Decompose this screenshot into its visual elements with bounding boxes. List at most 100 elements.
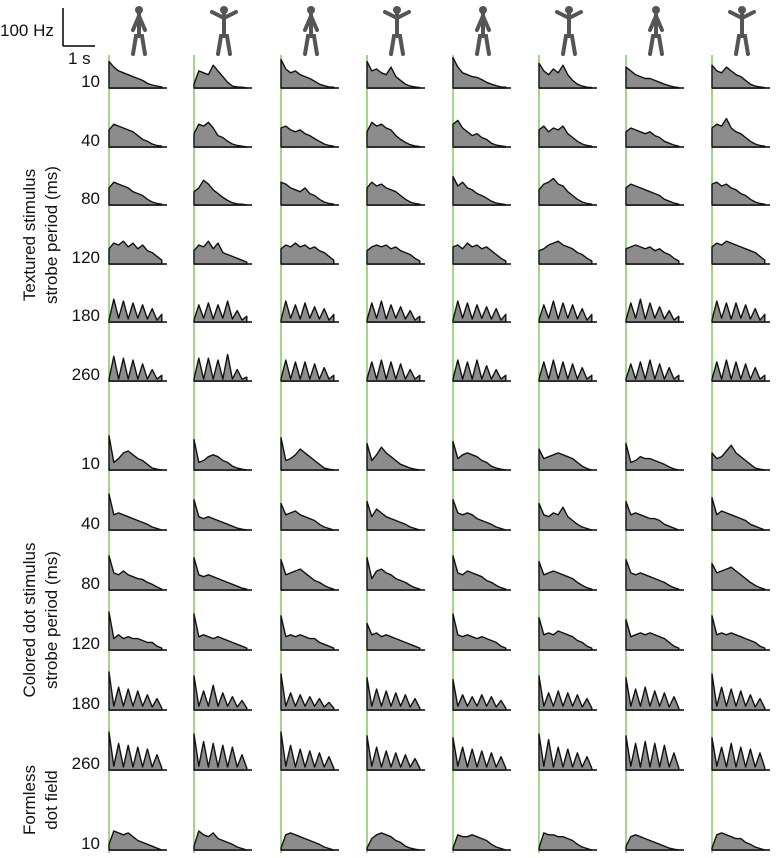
psth bbox=[711, 300, 766, 323]
psth bbox=[711, 615, 766, 651]
row-label: 80 bbox=[81, 189, 100, 208]
psth bbox=[711, 832, 766, 851]
psth bbox=[711, 562, 766, 591]
icon-body bbox=[728, 10, 756, 56]
psth bbox=[108, 671, 163, 711]
row-label: 260 bbox=[72, 365, 100, 384]
psth bbox=[108, 830, 163, 851]
psth bbox=[193, 438, 248, 471]
psth bbox=[280, 242, 335, 265]
psth bbox=[452, 300, 507, 323]
psth bbox=[538, 62, 593, 89]
psth bbox=[452, 834, 507, 851]
body-icon bbox=[131, 6, 147, 56]
psth bbox=[452, 737, 507, 771]
psth bbox=[366, 557, 421, 591]
psth bbox=[108, 731, 163, 771]
row-label: 180 bbox=[72, 694, 100, 713]
psth bbox=[108, 493, 163, 531]
psth bbox=[452, 555, 507, 591]
psth bbox=[625, 500, 680, 531]
psth bbox=[711, 673, 766, 711]
psth bbox=[108, 555, 163, 591]
group-title: strobe period (ms) bbox=[42, 551, 61, 689]
psth bbox=[538, 240, 593, 265]
body-icon bbox=[210, 6, 238, 56]
psth bbox=[280, 359, 335, 382]
psth bbox=[193, 353, 248, 382]
row-label: 180 bbox=[72, 306, 100, 325]
scale-y-label: 100 Hz bbox=[0, 21, 54, 40]
psth bbox=[366, 121, 421, 148]
psth bbox=[108, 298, 163, 323]
row-label: 40 bbox=[81, 514, 100, 533]
icon-body bbox=[303, 10, 319, 56]
psth bbox=[711, 181, 766, 206]
psth bbox=[193, 121, 248, 148]
psth bbox=[625, 618, 680, 651]
icon-head bbox=[393, 6, 401, 14]
body-icon bbox=[303, 6, 319, 56]
psth bbox=[452, 613, 507, 651]
psth bbox=[108, 435, 163, 471]
psth bbox=[280, 832, 335, 851]
psth bbox=[538, 359, 593, 382]
psth bbox=[625, 834, 680, 851]
psth bbox=[280, 58, 335, 89]
psth bbox=[538, 560, 593, 591]
body-icon bbox=[383, 6, 411, 56]
psth bbox=[108, 355, 163, 382]
row-label: 40 bbox=[81, 131, 100, 150]
psth bbox=[452, 242, 507, 265]
psth bbox=[193, 64, 248, 89]
icon-head bbox=[652, 6, 660, 14]
icon-body bbox=[131, 10, 147, 56]
row-label: 120 bbox=[72, 634, 100, 653]
icon-body bbox=[475, 10, 491, 56]
psth bbox=[366, 622, 421, 651]
psth bbox=[108, 123, 163, 148]
group-title: dot field bbox=[42, 770, 61, 830]
psth bbox=[452, 359, 507, 382]
group-title: Textured stimulus bbox=[20, 169, 39, 301]
group-title: strobe period (ms) bbox=[42, 166, 61, 304]
psth bbox=[193, 613, 248, 651]
psth bbox=[625, 66, 680, 89]
psth bbox=[108, 181, 163, 206]
icon-head bbox=[738, 6, 746, 14]
psth bbox=[280, 437, 335, 471]
psth bbox=[280, 558, 335, 591]
icon-head bbox=[220, 6, 228, 14]
psth bbox=[193, 498, 248, 531]
psth bbox=[280, 502, 335, 531]
psth bbox=[711, 359, 766, 382]
psth bbox=[711, 737, 766, 771]
row-label: 10 bbox=[81, 834, 100, 853]
row-label: 10 bbox=[81, 454, 100, 473]
psth bbox=[452, 678, 507, 711]
psth bbox=[280, 181, 335, 206]
psth bbox=[625, 244, 680, 265]
psth bbox=[108, 611, 163, 651]
psth bbox=[625, 442, 680, 471]
group-title: Formless bbox=[20, 765, 39, 835]
psth bbox=[538, 502, 593, 531]
psth bbox=[280, 125, 335, 148]
icon-body bbox=[210, 10, 238, 56]
icon-head bbox=[135, 6, 143, 14]
psth bbox=[366, 735, 421, 771]
psth bbox=[625, 183, 680, 206]
psth bbox=[538, 125, 593, 148]
body-icon bbox=[555, 6, 583, 56]
psth bbox=[711, 444, 766, 471]
psth bbox=[538, 832, 593, 851]
psth bbox=[452, 175, 507, 206]
psth bbox=[366, 442, 421, 471]
psth bbox=[193, 557, 248, 591]
psth bbox=[366, 244, 421, 265]
scale-x-label: 1 s bbox=[68, 49, 91, 68]
psth bbox=[366, 359, 421, 382]
psth bbox=[538, 177, 593, 206]
psth bbox=[193, 240, 248, 265]
psth bbox=[452, 119, 507, 148]
